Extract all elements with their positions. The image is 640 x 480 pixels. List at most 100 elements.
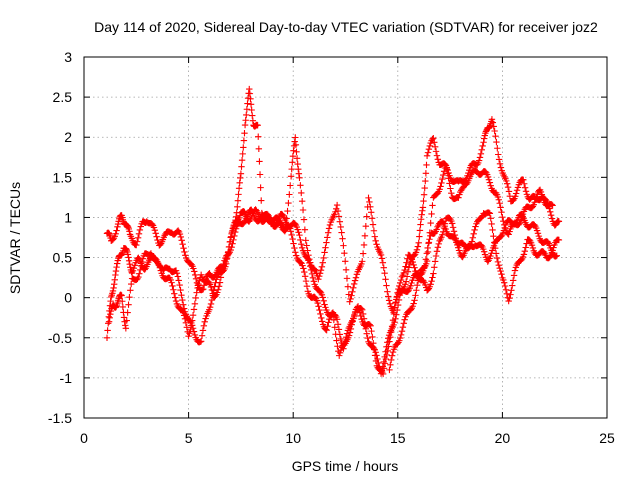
data-point [518, 213, 526, 221]
data-point [212, 292, 219, 300]
data-point [190, 306, 198, 313]
data-point [553, 252, 560, 259]
data-point [343, 275, 351, 282]
data-point [401, 316, 408, 323]
data-point [486, 210, 494, 217]
data-point [403, 259, 410, 266]
data-point [480, 248, 488, 255]
data-point [114, 220, 122, 228]
data-point [520, 176, 527, 183]
data-point [472, 223, 479, 230]
data-point [249, 117, 257, 124]
data-point [246, 85, 253, 93]
data-point [372, 349, 379, 356]
data-point [538, 191, 546, 198]
data-point [488, 116, 496, 123]
data-point [475, 157, 483, 164]
data-point [356, 309, 364, 316]
data-point [305, 251, 312, 259]
data-point [334, 343, 341, 350]
data-point [432, 148, 440, 155]
data-point [510, 196, 517, 204]
data-point [490, 123, 497, 130]
data-point [136, 226, 144, 234]
data-point [420, 191, 428, 198]
data-point [119, 303, 127, 311]
data-point [505, 297, 512, 305]
data-point [531, 199, 538, 206]
data-point [125, 301, 132, 308]
data-point [298, 244, 306, 251]
data-point [438, 179, 445, 187]
data-point [238, 157, 246, 164]
data-point [318, 314, 325, 322]
data-point [509, 282, 516, 289]
data-point [185, 333, 192, 340]
data-point [486, 179, 494, 186]
data-point [555, 236, 563, 244]
data-point [495, 261, 503, 269]
data-point [382, 276, 389, 283]
data-point [359, 250, 367, 257]
data-point [247, 101, 255, 108]
data-point [285, 199, 292, 207]
data-point [387, 361, 394, 368]
data-point [230, 236, 237, 244]
data-point [500, 279, 508, 286]
data-point [225, 250, 233, 257]
data-point [113, 263, 120, 271]
data-point [426, 236, 433, 243]
data-point [234, 203, 241, 211]
data-point [495, 196, 503, 203]
data-point [228, 244, 235, 251]
data-point [286, 225, 294, 232]
data-point [298, 197, 306, 205]
data-point [126, 261, 133, 268]
x-tick-label: 10 [285, 430, 301, 446]
data-point [168, 279, 175, 286]
data-point [243, 106, 251, 113]
data-point [192, 275, 200, 283]
data-point [481, 251, 489, 258]
data-point [455, 194, 462, 201]
data-point [122, 322, 129, 329]
data-point [388, 323, 396, 330]
data-point [424, 248, 432, 256]
data-point [484, 173, 492, 181]
data-point [301, 268, 308, 276]
data-point [257, 184, 264, 191]
data-point [137, 262, 145, 270]
data-point [413, 246, 421, 254]
data-series [105, 206, 563, 378]
data-point [354, 303, 362, 310]
data-point [506, 228, 513, 235]
data-point [248, 106, 255, 114]
data-point [332, 208, 339, 216]
data-point [136, 270, 143, 277]
data-point [310, 278, 318, 285]
data-point [496, 264, 503, 272]
data-point [193, 289, 200, 296]
data-point [368, 215, 376, 222]
data-point [188, 261, 195, 268]
data-point [499, 214, 506, 221]
data-point [175, 277, 182, 284]
data-point [301, 226, 309, 233]
data-point [113, 303, 120, 310]
data-point [156, 264, 164, 271]
data-point [157, 267, 165, 274]
data-point [404, 268, 412, 275]
data-point [380, 365, 388, 372]
plot-frame [83, 56, 608, 419]
data-point [237, 170, 245, 177]
data-point [189, 311, 197, 319]
data-point [523, 240, 530, 247]
x-tick-label: 0 [80, 430, 88, 446]
data-point [237, 174, 244, 182]
data-point [480, 135, 488, 142]
data-point [235, 191, 242, 198]
data-point [295, 229, 302, 236]
data-point [128, 280, 135, 288]
data-point [496, 200, 503, 207]
data-point [431, 139, 438, 146]
